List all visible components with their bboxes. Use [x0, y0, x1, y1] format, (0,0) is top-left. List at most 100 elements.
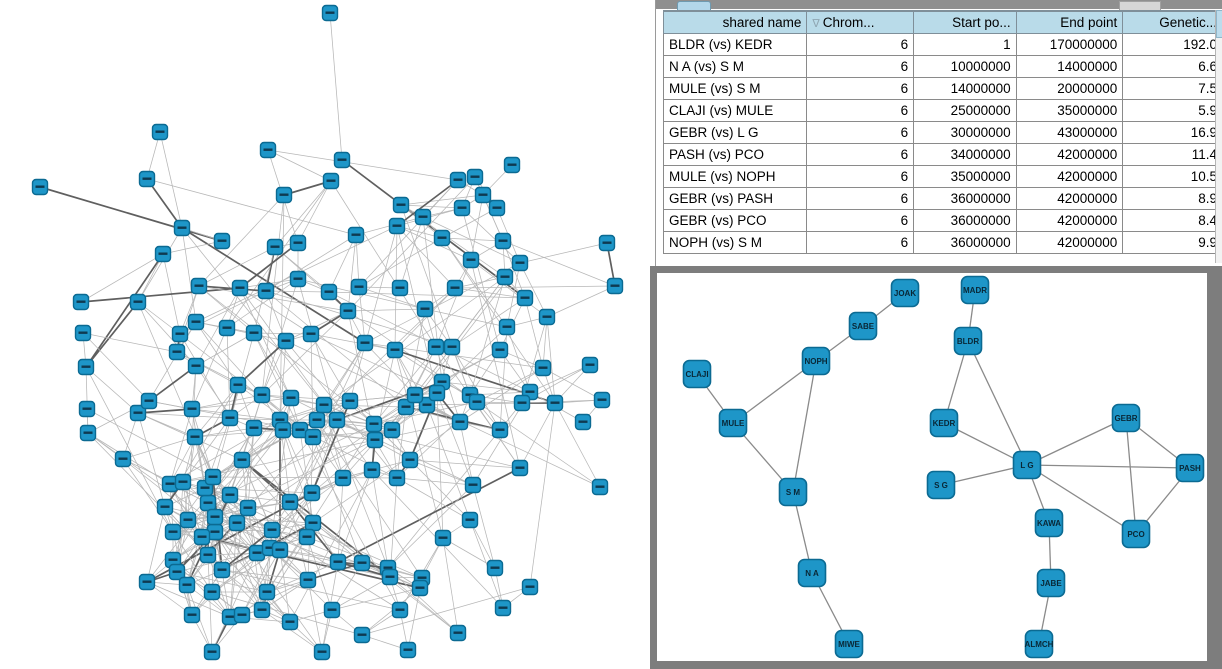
column-header-genetic[interactable]: Genetic... — [1122, 10, 1222, 34]
table-row[interactable]: GEBR (vs) PASH 6 36000000 42000000 8.9 — [662, 187, 1222, 210]
cell-shared-name[interactable]: NOPH (vs) S M — [662, 231, 808, 254]
cell-value[interactable]: 6 — [806, 209, 915, 232]
cell-shared-name[interactable]: CLAJI (vs) MULE — [662, 99, 808, 122]
cell-value[interactable]: 14000000 — [913, 77, 1017, 100]
network-edge-LG-PCO[interactable] — [1026, 464, 1137, 535]
network-edge-SG-LG[interactable] — [940, 464, 1028, 486]
cell-value[interactable]: 42000000 — [1015, 209, 1124, 232]
network-node-SABE[interactable] — [848, 311, 878, 341]
full-network-view[interactable] — [0, 0, 655, 669]
cell-value[interactable]: 36000000 — [913, 187, 1017, 210]
cell-value[interactable]: 6 — [806, 33, 915, 56]
cell-value[interactable]: 42000000 — [1015, 187, 1124, 210]
cell-value[interactable]: 42000000 — [1015, 231, 1124, 254]
network-node-JOAK[interactable] — [890, 278, 920, 308]
cell-value[interactable]: 192.0 — [1122, 33, 1222, 56]
cell-shared-name[interactable]: MULE (vs) S M — [662, 77, 808, 100]
network-node-PCO[interactable] — [1121, 519, 1151, 549]
network-node-KEDR[interactable] — [929, 408, 959, 438]
cell-value[interactable]: 6 — [806, 231, 915, 254]
network-edge-NOPH-SM[interactable] — [792, 360, 817, 493]
cell-value[interactable]: 42000000 — [1015, 143, 1124, 166]
cell-value[interactable]: 6 — [806, 165, 915, 188]
cell-shared-name[interactable]: GEBR (vs) PASH — [662, 187, 808, 210]
cell-value[interactable]: 8.4 — [1122, 209, 1222, 232]
toolbar-button-fragment[interactable] — [1119, 1, 1161, 10]
toolbar-tab-fragment[interactable] — [677, 1, 711, 10]
table-row[interactable]: BLDR (vs) KEDR 6 1 170000000 192.0 — [662, 33, 1222, 56]
table-row[interactable]: GEBR (vs) PCO 6 36000000 42000000 8.4 — [662, 209, 1222, 232]
network-node-NA[interactable] — [797, 558, 827, 588]
cell-value[interactable]: 6 — [806, 121, 915, 144]
cell-value[interactable]: 35000000 — [913, 165, 1017, 188]
network-node-MIWE[interactable] — [834, 629, 864, 659]
cell-shared-name[interactable]: MULE (vs) NOPH — [662, 165, 808, 188]
cell-value[interactable]: 6.6 — [1122, 55, 1222, 78]
cell-shared-name[interactable]: BLDR (vs) KEDR — [662, 33, 808, 56]
cell-value[interactable]: 9.9 — [1122, 231, 1222, 254]
table-scrollbar[interactable] — [1215, 10, 1222, 263]
cell-shared-name[interactable]: N A (vs) S M — [662, 55, 808, 78]
network-node-MADR[interactable] — [960, 275, 990, 305]
cell-value[interactable]: 1 — [913, 33, 1017, 56]
network-node-SG[interactable] — [926, 470, 956, 500]
column-header-chrom[interactable]: ∇ Chrom... — [806, 10, 915, 34]
cell-value[interactable]: 10.5 — [1122, 165, 1222, 188]
network-node-CLAJI[interactable] — [682, 359, 712, 389]
table-row[interactable]: MULE (vs) NOPH 6 35000000 42000000 10.5 — [662, 165, 1222, 188]
network-node-JABE[interactable] — [1036, 568, 1066, 598]
cell-value[interactable]: 10000000 — [913, 55, 1017, 78]
cell-value[interactable]: 30000000 — [913, 121, 1017, 144]
table-row[interactable]: PASH (vs) PCO 6 34000000 42000000 11.4 — [662, 143, 1222, 166]
cell-shared-name[interactable]: PASH (vs) PCO — [662, 143, 808, 166]
table-row[interactable]: N A (vs) S M 6 10000000 14000000 6.6 — [662, 55, 1222, 78]
cell-value[interactable]: 34000000 — [913, 143, 1017, 166]
cell-value[interactable]: 16.9 — [1122, 121, 1222, 144]
table-row[interactable]: MULE (vs) S M 6 14000000 20000000 7.5 — [662, 77, 1222, 100]
cell-value[interactable]: 35000000 — [1015, 99, 1124, 122]
cell-value[interactable]: 8.9 — [1122, 187, 1222, 210]
network-edge-BLDR-LG[interactable] — [967, 340, 1028, 466]
network-node-GEBR[interactable] — [1111, 403, 1141, 433]
table-row[interactable]: CLAJI (vs) MULE 6 25000000 35000000 5.9 — [662, 99, 1222, 122]
column-header-endpoint[interactable]: End point — [1015, 10, 1124, 34]
cell-value[interactable]: 6 — [806, 55, 915, 78]
cell-value[interactable]: 14000000 — [1015, 55, 1124, 78]
cell-value[interactable]: 43000000 — [1015, 121, 1124, 144]
table-row[interactable]: NOPH (vs) S M 6 36000000 42000000 9.9 — [662, 231, 1222, 254]
cell-value[interactable]: 36000000 — [913, 209, 1017, 232]
cell-value[interactable]: 36000000 — [913, 231, 1017, 254]
cell-value[interactable]: 7.5 — [1122, 77, 1222, 100]
cell-value[interactable]: 20000000 — [1015, 77, 1124, 100]
cell-shared-name[interactable]: GEBR (vs) PCO — [662, 209, 808, 232]
network-node-PASH[interactable] — [1175, 453, 1205, 483]
network-node-SM[interactable] — [778, 477, 808, 507]
network-edge-GEBR-PCO[interactable] — [1125, 417, 1137, 535]
table-scrollbar-thumb[interactable] — [1216, 10, 1222, 38]
network-node-BLDR[interactable] — [953, 326, 983, 356]
cell-value[interactable]: 5.9 — [1122, 99, 1222, 122]
filter-funnel-icon[interactable]: ∇ — [812, 18, 820, 30]
network-node-LG[interactable] — [1012, 450, 1042, 480]
table-row[interactable]: GEBR (vs) L G 6 30000000 43000000 16.9 — [662, 121, 1222, 144]
cell-value[interactable]: 6 — [806, 143, 915, 166]
cell-value[interactable]: 42000000 — [1015, 165, 1124, 188]
cell-value[interactable]: 6 — [806, 99, 915, 122]
network-node-KAWA[interactable] — [1034, 508, 1064, 538]
cell-value[interactable]: 6 — [806, 77, 915, 100]
cell-value[interactable]: 25000000 — [913, 99, 1017, 122]
network-node-ALMCH[interactable] — [1024, 629, 1054, 659]
network-edge-LG-PASH[interactable] — [1026, 464, 1191, 469]
column-header-sharedname[interactable]: shared name — [662, 10, 808, 34]
network-node-MULE[interactable] — [718, 408, 748, 438]
cell-shared-name[interactable]: GEBR (vs) L G — [662, 121, 808, 144]
cell-value[interactable]: 11.4 — [1122, 143, 1222, 166]
column-header-startpo[interactable]: Start po... — [913, 10, 1017, 34]
network-edge-NOPH-MULE[interactable] — [732, 360, 817, 424]
network-edge-LG-GEBR[interactable] — [1026, 417, 1127, 466]
cell-value[interactable]: 6 — [806, 187, 915, 210]
network-node-NOPH[interactable] — [801, 346, 831, 376]
cell-value[interactable]: 170000000 — [1015, 33, 1124, 56]
